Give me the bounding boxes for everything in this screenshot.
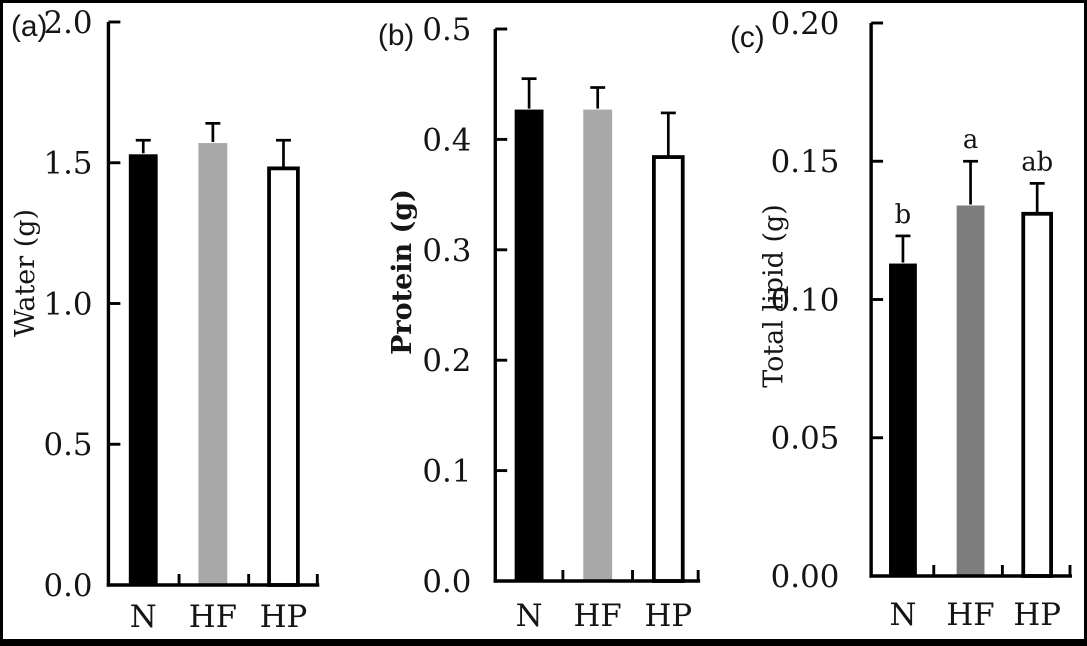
y-tick-label-0.05: 0.05 xyxy=(771,421,840,457)
y-tick-label-0.4: 0.4 xyxy=(422,122,471,158)
panel-letter: (c) xyxy=(730,21,765,54)
y-axis-title: Protein (g) xyxy=(387,189,418,355)
bar-N xyxy=(889,263,917,576)
panel-letter: (b) xyxy=(378,19,414,52)
y-tick-label-0.5: 0.5 xyxy=(422,12,471,48)
panel-a-water: N HF HP 0.0 0.5 1.0 1.5 2.0 Water (g) (a) xyxy=(3,3,364,639)
y-axis-title: Total lipid (g) xyxy=(759,204,790,388)
category-label-N: N xyxy=(516,598,543,634)
bar-N xyxy=(514,109,544,581)
y-tick-label-0.0: 0.0 xyxy=(43,568,92,604)
y-tick-label-0.0: 0.0 xyxy=(422,564,471,600)
y-tick-label-1.0: 1.0 xyxy=(43,286,92,322)
y-tick-label-2.0: 2.0 xyxy=(43,5,92,41)
bar-HP xyxy=(1021,211,1054,578)
category-label-HF: HF xyxy=(574,598,622,634)
category-label-HF: HF xyxy=(189,599,237,635)
panel-letter: (a) xyxy=(11,10,47,43)
y-tick-label-0.10: 0.10 xyxy=(771,282,840,318)
category-label-N: N xyxy=(890,597,917,633)
category-label-HP: HP xyxy=(260,599,308,635)
significance-letter-HF: a xyxy=(963,125,978,155)
y-tick-label-0.2: 0.2 xyxy=(422,343,471,379)
y-tick-label-0.20: 0.20 xyxy=(771,6,840,42)
y-tick-label-0.00: 0.00 xyxy=(771,559,840,595)
bar-HP xyxy=(267,166,300,587)
y-tick-label-0.15: 0.15 xyxy=(771,144,840,180)
bar-N xyxy=(128,154,158,585)
y-tick-label-0.1: 0.1 xyxy=(422,454,471,490)
significance-letter-HP: ab xyxy=(1021,147,1053,177)
y-tick-label-0.3: 0.3 xyxy=(422,233,471,269)
chart-c: b Na HF ab HP 0.00 0.05 0.10 0.15 0.20 Total lipid… xyxy=(730,6,1073,633)
bar-HF xyxy=(583,109,613,581)
category-label-HF: HF xyxy=(946,597,994,633)
category-label-N: N xyxy=(130,599,157,635)
category-label-HP: HP xyxy=(645,598,693,634)
bar-HP xyxy=(652,155,685,583)
chart-b: N HF HP 0.0 0.1 0.2 0.3 0.4 0.5 Protein (g) (b) xyxy=(378,12,701,634)
panel-b-protein: N HF HP 0.0 0.1 0.2 0.3 0.4 0.5 Protein (g) (b) xyxy=(364,3,722,639)
bar-HF xyxy=(956,205,985,577)
bar-HF xyxy=(198,143,228,586)
category-label-HP: HP xyxy=(1013,597,1061,633)
y-axis-title: Water (g) xyxy=(10,209,41,337)
y-tick-label-0.5: 0.5 xyxy=(43,427,92,463)
chart-a: N HF HP 0.0 0.5 1.0 1.5 2.0 Water (g) (a) xyxy=(10,5,320,635)
significance-letter-N: b xyxy=(895,200,912,230)
y-tick-label-1.5: 1.5 xyxy=(43,146,92,182)
